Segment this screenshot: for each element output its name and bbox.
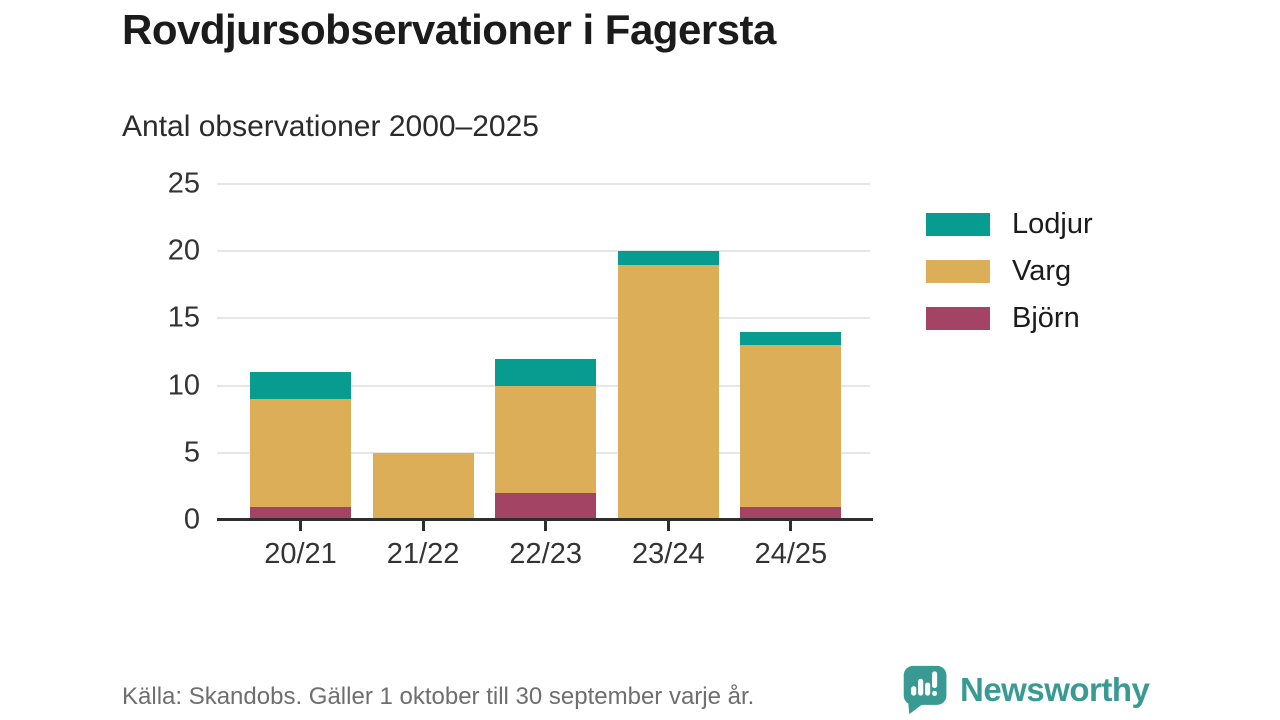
source-note: Källa: Skandobs. Gäller 1 oktober till 3… [122, 683, 755, 710]
x-tick-label: 23/24 [632, 538, 705, 570]
x-axis-tick [421, 521, 425, 531]
legend-label: Varg [1012, 255, 1072, 287]
x-axis-line [217, 518, 873, 521]
chart-title: Rovdjursobservationer i Fagersta [122, 6, 776, 53]
y-tick-label: 5 [183, 436, 200, 469]
x-tick-label: 22/23 [509, 538, 582, 570]
legend-label: Björn [1012, 302, 1080, 334]
bar-segment-lodjur [617, 251, 719, 265]
x-axis-labels: 20/21 21/22 22/23 23/24 24/25 [0, 540, 1280, 580]
y-axis-labels: 0 5 10 15 20 25 [60, 169, 200, 534]
y-tick-label: 10 [167, 369, 200, 402]
speech-bubble-bar-chart-icon [903, 665, 947, 715]
y-tick-label: 25 [167, 167, 200, 200]
x-axis-tick [666, 521, 670, 531]
bar [250, 184, 351, 520]
x-tick-label: 21/22 [386, 538, 460, 570]
legend-label: Lodjur [1012, 208, 1093, 240]
bar-segment-bjorn [495, 493, 597, 520]
bar-segment-varg [617, 264, 719, 520]
x-axis-tick [789, 521, 793, 531]
y-tick-label: 15 [167, 301, 200, 334]
brand-logo: Newsworthy [901, 664, 1150, 716]
bar-segment-varg [495, 385, 597, 494]
x-tick-label: 20/21 [264, 538, 337, 570]
bar-segment-bjorn [250, 506, 351, 520]
legend-item-lodjur: Lodjur [926, 208, 1093, 240]
bar-segment-lodjur [495, 358, 597, 386]
bar [495, 184, 597, 520]
plot-area [217, 183, 873, 531]
legend-item-varg: Varg [926, 255, 1093, 287]
bar-segment-bjorn [740, 506, 842, 520]
legend-swatch [926, 213, 990, 236]
legend: Lodjur Varg Björn [926, 208, 1093, 354]
legend-item-bjorn: Björn [926, 302, 1093, 334]
bar-segment-lodjur [250, 372, 351, 400]
chart-subtitle: Antal observationer 2000–2025 [122, 110, 539, 143]
x-axis-tick [544, 521, 548, 531]
bar-segment-varg [250, 399, 351, 507]
gridline [217, 183, 870, 185]
bar-segment-lodjur [740, 331, 842, 346]
brand-name: Newsworthy [960, 671, 1150, 708]
bar [372, 184, 474, 520]
bar-segment-varg [372, 452, 474, 520]
bar-segment-varg [740, 345, 842, 507]
legend-swatch [926, 260, 990, 283]
y-tick-label: 0 [183, 503, 200, 536]
y-tick-label: 20 [167, 234, 200, 267]
gridline [217, 317, 870, 320]
legend-swatch [926, 307, 990, 330]
x-tick-label: 24/25 [754, 538, 828, 570]
x-axis-tick [299, 521, 302, 531]
gridline [217, 250, 870, 253]
bar [617, 184, 719, 520]
bar [740, 184, 842, 520]
